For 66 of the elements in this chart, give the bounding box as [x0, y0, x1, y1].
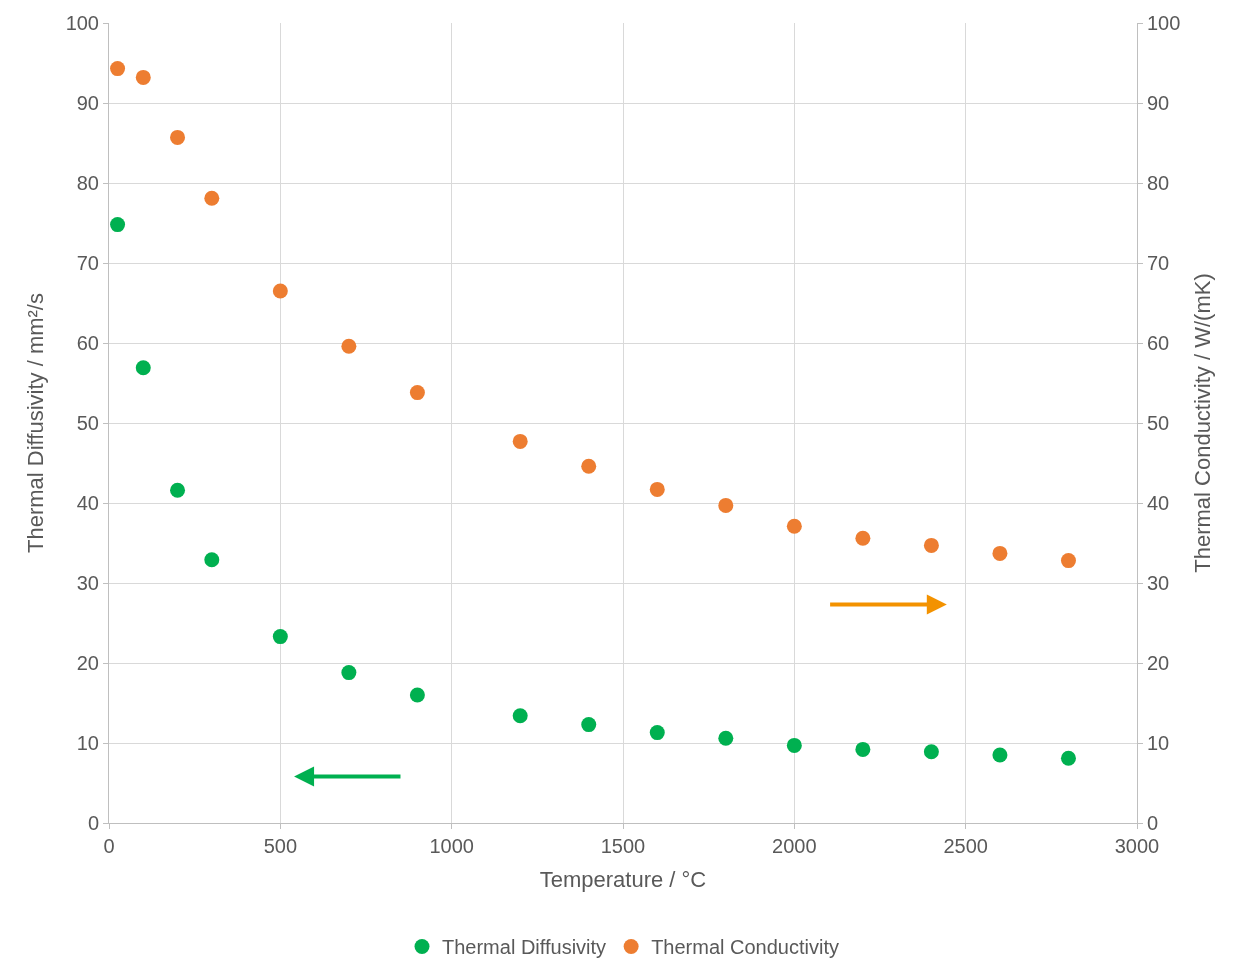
point — [581, 458, 597, 474]
y2-tick-label: 40 — [1147, 492, 1170, 514]
point — [786, 518, 802, 534]
x-tick-label: 1500 — [600, 835, 646, 857]
x-tick-label: 3000 — [1114, 835, 1160, 857]
y2-tick-label: 50 — [1147, 412, 1170, 434]
point — [581, 717, 597, 733]
y-tick-label: 30 — [76, 572, 99, 594]
y-tick-label: 40 — [76, 492, 99, 514]
y2-tick-label: 0 — [1147, 812, 1159, 834]
point — [1060, 750, 1076, 766]
y-tick-label: 80 — [76, 172, 99, 194]
point — [272, 629, 288, 645]
point — [341, 338, 357, 354]
point — [718, 497, 734, 513]
y2-axis-title: Thermal Conductivity / W/(mK) — [1190, 273, 1216, 573]
y2-tick-label: 100 — [1147, 12, 1181, 34]
point — [923, 744, 939, 760]
point — [204, 552, 220, 568]
point — [135, 360, 151, 376]
point — [923, 537, 939, 553]
y2-tick-label: 80 — [1147, 172, 1170, 194]
point — [135, 69, 151, 85]
x-tick-label: 2500 — [943, 835, 988, 857]
legend-label: Thermal Conductivity — [651, 936, 839, 959]
point — [170, 482, 186, 498]
x-tick-label: 2000 — [772, 835, 817, 857]
y2-tick-label: 70 — [1147, 252, 1170, 274]
y-tick-label: 90 — [76, 92, 99, 114]
y-tick-label: 50 — [76, 412, 99, 434]
point — [992, 747, 1008, 763]
x-tick-label: 1000 — [429, 835, 474, 857]
y2-tick-label: 60 — [1147, 332, 1170, 354]
y-tick-label: 10 — [76, 732, 99, 754]
point — [110, 217, 126, 233]
point — [992, 545, 1008, 561]
point — [649, 481, 665, 497]
legend-label: Thermal Diffusivity — [442, 936, 607, 959]
y-tick-label: 60 — [76, 332, 99, 354]
x-tick-label: 0 — [103, 835, 115, 857]
x-tick-label: 500 — [263, 835, 298, 857]
point — [512, 433, 528, 449]
point — [1060, 553, 1076, 569]
point — [855, 741, 871, 757]
point — [341, 665, 357, 681]
point — [409, 385, 425, 401]
y-tick-label: 70 — [76, 252, 99, 274]
y-tick-label: 100 — [65, 12, 99, 34]
point — [409, 687, 425, 703]
y-axis-title: Thermal Diffusivity / mm²/s — [23, 293, 49, 553]
point — [718, 730, 734, 746]
point — [272, 283, 288, 299]
point — [204, 190, 220, 206]
y2-tick-label: 20 — [1147, 652, 1170, 674]
y2-tick-label: 90 — [1147, 92, 1170, 114]
x-axis-title: Temperature / °C — [539, 866, 707, 892]
y2-tick-label: 30 — [1147, 572, 1170, 594]
point — [110, 61, 126, 77]
point — [512, 708, 528, 724]
point — [170, 129, 186, 145]
y-tick-label: 20 — [76, 652, 99, 674]
point — [649, 725, 665, 741]
point — [855, 530, 871, 546]
y-tick-label: 0 — [87, 812, 99, 834]
point — [786, 737, 802, 753]
y2-tick-label: 10 — [1147, 732, 1170, 754]
